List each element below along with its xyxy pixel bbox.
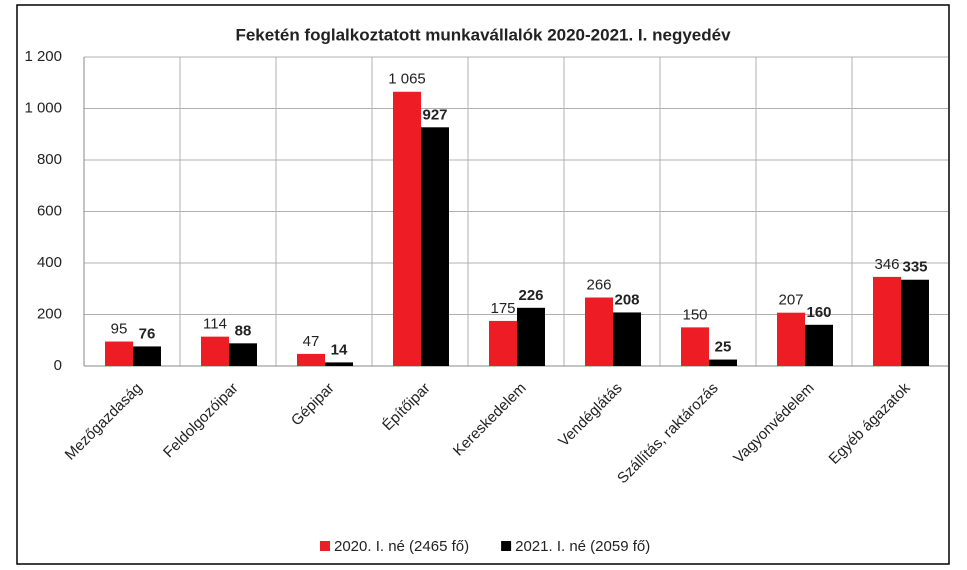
- bar: [229, 343, 257, 366]
- chart-frame: [16, 4, 950, 565]
- bar: [105, 341, 133, 366]
- data-label: 208: [614, 291, 639, 308]
- bar: [805, 324, 833, 366]
- bar: [709, 359, 737, 366]
- bar: [681, 327, 709, 366]
- y-tick-label: 1 000: [24, 99, 62, 116]
- bar: [133, 346, 161, 366]
- y-tick-label: 600: [37, 202, 62, 219]
- bar: [901, 279, 929, 366]
- data-label: 114: [203, 316, 227, 333]
- bar: [325, 362, 353, 366]
- data-label: 927: [422, 106, 447, 123]
- bar: [585, 297, 613, 366]
- data-label: 95: [111, 321, 128, 338]
- data-label: 226: [518, 287, 543, 304]
- data-label: 207: [778, 292, 803, 309]
- data-label: 266: [586, 276, 611, 293]
- bar: [297, 353, 325, 366]
- bar: [517, 307, 545, 366]
- data-label: 160: [806, 304, 831, 321]
- data-label: 25: [715, 339, 732, 356]
- bar: [489, 320, 517, 366]
- data-label: 88: [235, 322, 252, 339]
- y-tick-label: 800: [37, 151, 62, 168]
- legend-swatch: [320, 541, 330, 551]
- bar: [201, 336, 229, 366]
- legend-label: 2021. I. né (2059 fő): [515, 538, 650, 555]
- y-tick-label: 1 200: [24, 48, 62, 65]
- data-label: 175: [490, 300, 515, 317]
- data-label: 150: [682, 306, 707, 323]
- bar: [777, 312, 805, 366]
- data-label: 1 065: [388, 71, 426, 88]
- data-label: 47: [303, 333, 320, 350]
- y-tick-label: 400: [37, 254, 62, 271]
- y-tick-label: 200: [37, 305, 62, 322]
- legend-label: 2020. I. né (2465 fő): [334, 538, 469, 555]
- bar: [393, 91, 421, 366]
- chart-title: Feketén foglalkoztatott munkavállalók 20…: [235, 25, 731, 44]
- legend-swatch: [501, 541, 512, 551]
- bar: [613, 312, 641, 366]
- data-label: 346: [874, 256, 899, 273]
- data-label: 76: [139, 325, 156, 342]
- y-tick-label: 0: [54, 357, 62, 374]
- data-label: 14: [331, 341, 348, 358]
- data-label: 335: [902, 259, 927, 276]
- bar: [873, 276, 901, 366]
- bar: [421, 127, 449, 366]
